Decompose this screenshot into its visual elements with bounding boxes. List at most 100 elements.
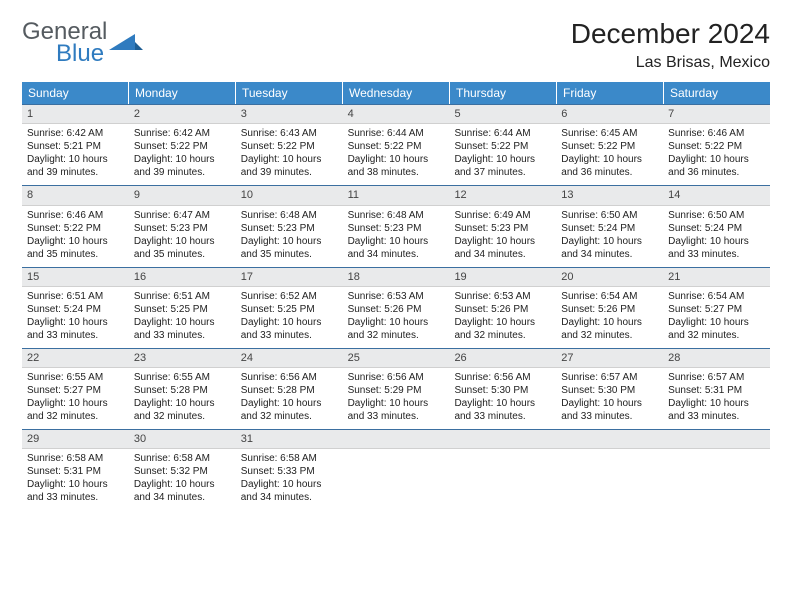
day-sunrise: Sunrise: 6:52 AM	[241, 290, 338, 303]
day-day2: and 33 minutes.	[27, 491, 124, 504]
calendar-day-cell: 12Sunrise: 6:49 AMSunset: 5:23 PMDayligh…	[449, 186, 556, 266]
calendar-day-cell: 7Sunrise: 6:46 AMSunset: 5:22 PMDaylight…	[663, 105, 770, 185]
calendar-day-cell: 1Sunrise: 6:42 AMSunset: 5:21 PMDaylight…	[22, 105, 129, 185]
day-details: Sunrise: 6:57 AMSunset: 5:30 PMDaylight:…	[556, 368, 663, 429]
day-day2: and 35 minutes.	[134, 248, 231, 261]
day-day2: and 33 minutes.	[668, 410, 765, 423]
day-day1: Daylight: 10 hours	[454, 153, 551, 166]
calendar-day-cell	[343, 430, 450, 510]
day-day1: Daylight: 10 hours	[241, 478, 338, 491]
day-day2: and 32 minutes.	[561, 329, 658, 342]
day-sunset: Sunset: 5:22 PM	[561, 140, 658, 153]
day-sunrise: Sunrise: 6:48 AM	[241, 209, 338, 222]
day-sunrise: Sunrise: 6:44 AM	[454, 127, 551, 140]
day-day2: and 32 minutes.	[27, 410, 124, 423]
day-day2: and 32 minutes.	[241, 410, 338, 423]
day-details: Sunrise: 6:44 AMSunset: 5:22 PMDaylight:…	[449, 124, 556, 185]
day-day1: Daylight: 10 hours	[241, 235, 338, 248]
day-details: Sunrise: 6:51 AMSunset: 5:24 PMDaylight:…	[22, 287, 129, 348]
day-sunset: Sunset: 5:30 PM	[454, 384, 551, 397]
day-details: Sunrise: 6:56 AMSunset: 5:30 PMDaylight:…	[449, 368, 556, 429]
day-day1: Daylight: 10 hours	[668, 316, 765, 329]
day-number: 5	[449, 105, 556, 124]
day-sunset: Sunset: 5:25 PM	[241, 303, 338, 316]
day-day1: Daylight: 10 hours	[27, 316, 124, 329]
weekday-header: Tuesday	[236, 82, 343, 104]
logo-word-blue: Blue	[56, 40, 107, 68]
day-sunset: Sunset: 5:28 PM	[134, 384, 231, 397]
calendar-day-cell: 10Sunrise: 6:48 AMSunset: 5:23 PMDayligh…	[236, 186, 343, 266]
calendar-day-cell: 19Sunrise: 6:53 AMSunset: 5:26 PMDayligh…	[449, 268, 556, 348]
day-sunset: Sunset: 5:24 PM	[561, 222, 658, 235]
day-number: 23	[129, 349, 236, 368]
day-number: 29	[22, 430, 129, 449]
day-day1: Daylight: 10 hours	[27, 235, 124, 248]
day-sunrise: Sunrise: 6:51 AM	[134, 290, 231, 303]
calendar-day-cell: 4Sunrise: 6:44 AMSunset: 5:22 PMDaylight…	[343, 105, 450, 185]
day-day2: and 39 minutes.	[27, 166, 124, 179]
day-number	[449, 430, 556, 449]
weekday-header: Monday	[129, 82, 236, 104]
calendar-day-cell: 31Sunrise: 6:58 AMSunset: 5:33 PMDayligh…	[236, 430, 343, 510]
day-day1: Daylight: 10 hours	[348, 397, 445, 410]
day-sunset: Sunset: 5:26 PM	[348, 303, 445, 316]
day-sunset: Sunset: 5:23 PM	[134, 222, 231, 235]
day-day2: and 35 minutes.	[27, 248, 124, 261]
calendar-day-cell: 30Sunrise: 6:58 AMSunset: 5:32 PMDayligh…	[129, 430, 236, 510]
day-sunrise: Sunrise: 6:58 AM	[27, 452, 124, 465]
day-sunset: Sunset: 5:21 PM	[27, 140, 124, 153]
day-sunset: Sunset: 5:33 PM	[241, 465, 338, 478]
day-day1: Daylight: 10 hours	[134, 397, 231, 410]
day-sunrise: Sunrise: 6:54 AM	[561, 290, 658, 303]
day-day2: and 37 minutes.	[454, 166, 551, 179]
day-day1: Daylight: 10 hours	[134, 316, 231, 329]
day-day2: and 34 minutes.	[134, 491, 231, 504]
day-day1: Daylight: 10 hours	[668, 235, 765, 248]
day-number: 25	[343, 349, 450, 368]
day-sunrise: Sunrise: 6:47 AM	[134, 209, 231, 222]
day-sunrise: Sunrise: 6:55 AM	[134, 371, 231, 384]
day-number: 8	[22, 186, 129, 205]
day-sunrise: Sunrise: 6:55 AM	[27, 371, 124, 384]
calendar-grid: Sunday Monday Tuesday Wednesday Thursday…	[22, 82, 770, 510]
day-number: 17	[236, 268, 343, 287]
calendar-week-row: 8Sunrise: 6:46 AMSunset: 5:22 PMDaylight…	[22, 185, 770, 266]
calendar-day-cell: 2Sunrise: 6:42 AMSunset: 5:22 PMDaylight…	[129, 105, 236, 185]
day-details: Sunrise: 6:48 AMSunset: 5:23 PMDaylight:…	[236, 206, 343, 267]
day-sunrise: Sunrise: 6:53 AM	[348, 290, 445, 303]
day-number	[343, 430, 450, 449]
day-number: 1	[22, 105, 129, 124]
day-details: Sunrise: 6:56 AMSunset: 5:28 PMDaylight:…	[236, 368, 343, 429]
day-details: Sunrise: 6:55 AMSunset: 5:27 PMDaylight:…	[22, 368, 129, 429]
day-sunrise: Sunrise: 6:46 AM	[27, 209, 124, 222]
location-label: Las Brisas, Mexico	[571, 54, 770, 72]
day-day1: Daylight: 10 hours	[134, 478, 231, 491]
day-sunset: Sunset: 5:22 PM	[27, 222, 124, 235]
calendar-day-cell: 3Sunrise: 6:43 AMSunset: 5:22 PMDaylight…	[236, 105, 343, 185]
day-details: Sunrise: 6:48 AMSunset: 5:23 PMDaylight:…	[343, 206, 450, 267]
day-day2: and 32 minutes.	[668, 329, 765, 342]
day-sunset: Sunset: 5:31 PM	[668, 384, 765, 397]
day-day1: Daylight: 10 hours	[134, 235, 231, 248]
calendar-day-cell: 5Sunrise: 6:44 AMSunset: 5:22 PMDaylight…	[449, 105, 556, 185]
day-details: Sunrise: 6:46 AMSunset: 5:22 PMDaylight:…	[22, 206, 129, 267]
day-sunrise: Sunrise: 6:42 AM	[134, 127, 231, 140]
day-day2: and 35 minutes.	[241, 248, 338, 261]
day-details: Sunrise: 6:57 AMSunset: 5:31 PMDaylight:…	[663, 368, 770, 429]
day-day2: and 33 minutes.	[454, 410, 551, 423]
day-day2: and 36 minutes.	[561, 166, 658, 179]
title-block: December 2024 Las Brisas, Mexico	[571, 18, 770, 72]
day-sunset: Sunset: 5:29 PM	[348, 384, 445, 397]
calendar-day-cell: 9Sunrise: 6:47 AMSunset: 5:23 PMDaylight…	[129, 186, 236, 266]
day-details: Sunrise: 6:54 AMSunset: 5:26 PMDaylight:…	[556, 287, 663, 348]
day-day1: Daylight: 10 hours	[454, 316, 551, 329]
calendar-day-cell: 27Sunrise: 6:57 AMSunset: 5:30 PMDayligh…	[556, 349, 663, 429]
day-details: Sunrise: 6:46 AMSunset: 5:22 PMDaylight:…	[663, 124, 770, 185]
day-details: Sunrise: 6:58 AMSunset: 5:33 PMDaylight:…	[236, 449, 343, 510]
day-day1: Daylight: 10 hours	[561, 316, 658, 329]
calendar-day-cell: 22Sunrise: 6:55 AMSunset: 5:27 PMDayligh…	[22, 349, 129, 429]
day-day1: Daylight: 10 hours	[668, 397, 765, 410]
day-sunrise: Sunrise: 6:50 AM	[561, 209, 658, 222]
calendar-day-cell	[449, 430, 556, 510]
calendar-day-cell: 24Sunrise: 6:56 AMSunset: 5:28 PMDayligh…	[236, 349, 343, 429]
